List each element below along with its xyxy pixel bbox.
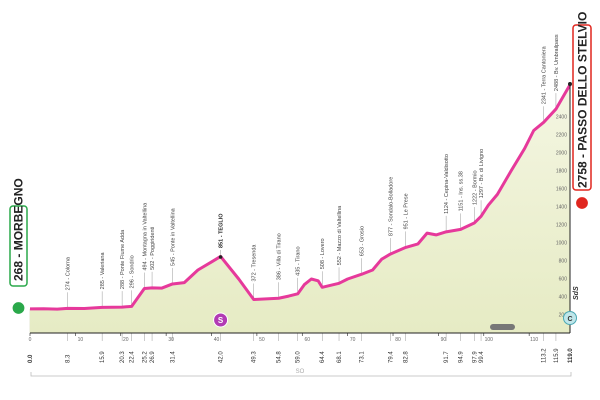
waypoint-label: 494 - Montagna in Valtellina <box>142 202 148 271</box>
y-tick-label: 2000 <box>556 151 567 157</box>
teglio-dot <box>218 255 223 259</box>
waypoint-label: 386 - Villa di Tirano <box>277 233 283 280</box>
sprint-marker: S <box>213 312 229 328</box>
waypoint-label: 653 - Grosio <box>360 226 366 256</box>
km-label: 68.1 <box>337 351 343 363</box>
km-labels: 8.3 15.9 20.3 22.4 25.2 26.9 31.4 42.0 49.3 54.8 5… <box>28 348 574 363</box>
waypoint-label: 851 - TEGLIO <box>219 213 225 248</box>
y-tick-label: 1200 <box>556 223 567 229</box>
km-label: 59.0 <box>296 351 302 363</box>
km-label: 15.9 <box>100 351 106 363</box>
km-label: 82.8 <box>404 351 410 363</box>
y-tick-label: 400 <box>559 295 568 301</box>
side-label: SdS <box>573 286 580 300</box>
region-label: SO <box>296 369 305 375</box>
x-tick-label: 110 <box>530 337 538 343</box>
waypoint-label: 2488 - Bv. Umbrailpass <box>554 34 560 91</box>
start-km-label: 0.0 <box>28 354 34 363</box>
waypoint-label: 508 - Lovero <box>320 238 326 269</box>
km-label: 31.4 <box>170 351 176 363</box>
waypoint-label: 1222 - Bormio <box>472 170 478 205</box>
km-label: 73.1 <box>360 351 366 363</box>
km-label: 97.9 <box>472 351 478 363</box>
waypoint-label: 877 - Sondalo-Bolladore <box>388 177 394 236</box>
profile-area <box>30 84 570 333</box>
y-tick-label: 200 <box>559 313 568 319</box>
cobble-section <box>490 324 515 330</box>
x-tick-label: 20 <box>123 337 129 343</box>
svg-text:2758 - PASSO DELLO STELVIO: 2758 - PASSO DELLO STELVIO <box>576 12 590 188</box>
svg-text:268 - MORBEGNO: 268 - MORBEGNO <box>12 178 26 281</box>
km-label: 20.3 <box>120 351 126 363</box>
waypoint-label: 2341 - Terra Cantoniera <box>542 45 548 104</box>
y-tick-label: 1400 <box>556 205 567 211</box>
km-label: 54.8 <box>277 351 283 363</box>
km-label: 115.9 <box>554 348 560 363</box>
x-tick-label: 30 <box>168 337 174 343</box>
profile-line <box>29 84 572 311</box>
y-tick-label: 1600 <box>556 187 567 193</box>
y-tick-label: 2400 <box>556 115 567 121</box>
waypoint-label: 1297 - Bv. di Livigno <box>479 149 485 198</box>
waypoint-label: 288 - Ponte Fiume Adda <box>120 229 126 289</box>
finish-name: PASSO DELLO STELVIO <box>576 12 590 151</box>
y-tick-label: 1000 <box>556 241 567 247</box>
km-label: 91.7 <box>444 351 450 363</box>
waypoint-labels: 274 - Colorna 285 - Valeriana 288 - Ponte … <box>66 34 560 290</box>
km-label: 26.9 <box>150 351 156 363</box>
km-label: 49.3 <box>252 351 258 363</box>
finish-badge: 2758 - PASSO DELLO STELVIO <box>572 12 592 211</box>
waypoint-label: 296 - Sondrio <box>130 255 136 288</box>
region-bracket <box>30 372 572 377</box>
km-label: 79.4 <box>388 351 394 363</box>
y-ticks: 200 400 600 800 1000 1200 1400 1600 1800 2000 2200… <box>556 115 567 319</box>
waypoint-label: 285 - Valeriana <box>100 252 106 290</box>
km-label: 94.9 <box>459 351 465 363</box>
km-label: 99.4 <box>479 351 485 363</box>
x-tick-label: 90 <box>441 337 447 343</box>
y-tick-label: 600 <box>559 277 568 283</box>
x-ticks: 0 10 20 30 40 50 60 70 80 90 100 110 <box>29 333 538 343</box>
finish-altitude: 2758 <box>576 161 590 188</box>
x-tick-label: 0 <box>29 337 32 343</box>
km-label: 64.4 <box>320 351 326 363</box>
svg-text:C: C <box>567 316 572 323</box>
svg-text:S: S <box>218 316 224 325</box>
waypoint-label: 502 - Poggiridenti <box>150 227 156 270</box>
km-label: 22.4 <box>130 351 136 363</box>
waypoint-label: 435 - Tirano <box>296 246 302 275</box>
start-name: MORBEGNO <box>12 178 26 250</box>
y-tick-label: 2200 <box>556 133 567 139</box>
waypoint-label: 274 - Colorna <box>66 256 72 290</box>
x-tick-label: 10 <box>78 337 84 343</box>
y-tick-label: 1800 <box>556 169 567 175</box>
waypoint-label: 951 - Le Prese <box>404 193 410 229</box>
x-tick-label: 50 <box>259 337 265 343</box>
summit-dot <box>568 82 572 86</box>
x-tick-label: 100 <box>485 337 494 343</box>
climb-marker: C <box>563 311 577 325</box>
start-icon <box>11 300 26 316</box>
x-tick-label: 60 <box>304 337 310 343</box>
finish-km-label: 119.0 <box>568 348 574 363</box>
waypoint-label: 372 - Tresenda <box>252 244 258 282</box>
finish-icon <box>574 195 590 211</box>
km-label: 113.2 <box>542 348 548 363</box>
x-tick-label: 80 <box>395 337 401 343</box>
km-label: 8.3 <box>66 354 72 363</box>
y-tick-label: 800 <box>559 259 568 265</box>
start-badge: 268 - MORBEGNO <box>9 178 28 316</box>
km-label: 25.2 <box>142 351 148 363</box>
waypoint-label: 552 - Mazzo di Valtellina <box>337 205 343 265</box>
start-altitude: 268 <box>12 261 26 281</box>
km-label: 42.0 <box>219 351 225 363</box>
waypoint-label: 1124 - Cepina-Valdisotto <box>444 154 450 214</box>
waypoint-label: 545 - Ponte in Valtellina <box>170 207 176 266</box>
x-tick-label: 70 <box>350 337 356 343</box>
x-tick-label: 40 <box>214 337 220 343</box>
waypoint-label: 1151 - Ins. ss.38 <box>459 171 465 211</box>
